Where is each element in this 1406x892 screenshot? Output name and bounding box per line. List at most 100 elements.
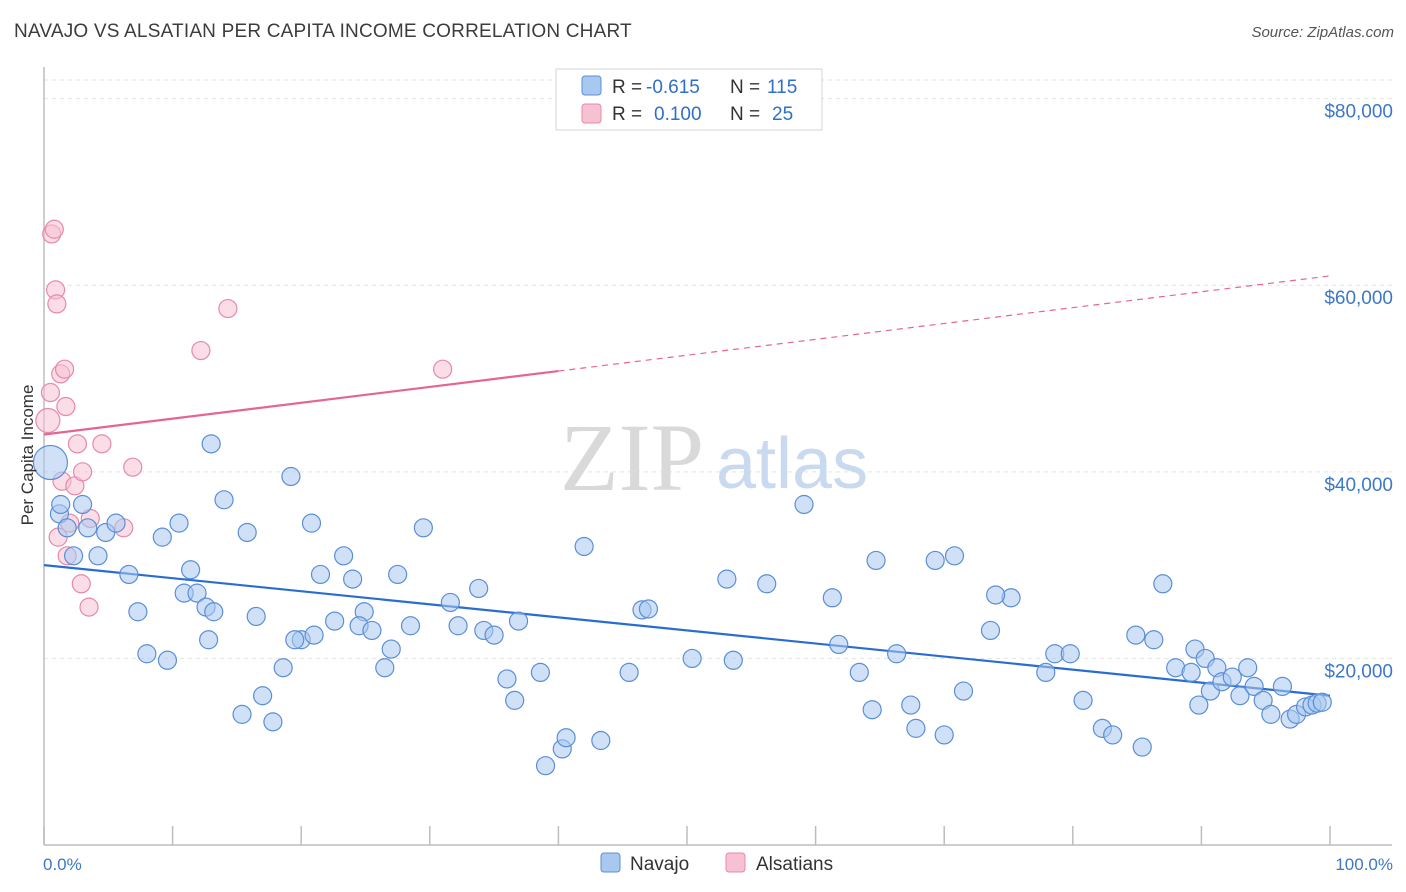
navajo-point — [88, 546, 108, 566]
navajo-point — [925, 550, 945, 571]
navajo-point — [187, 583, 207, 603]
navajo-point — [281, 466, 301, 487]
series-legend: Navajo Alsatians — [600, 852, 833, 875]
navajo-point — [204, 602, 224, 622]
navajo-point — [1126, 625, 1146, 645]
navajo-point — [246, 606, 266, 627]
navajo-point — [1181, 662, 1201, 683]
navajo-trend-line — [43, 564, 1331, 697]
navajo-point — [51, 494, 71, 515]
navajo-point — [757, 574, 777, 594]
navajo-point — [619, 662, 639, 683]
navajo-point — [530, 662, 550, 683]
navajo-point — [400, 616, 421, 636]
navajo-point — [263, 712, 283, 732]
alsatian-point — [79, 597, 99, 617]
navajo-point — [304, 625, 324, 645]
navajo-point — [1189, 695, 1209, 715]
navajo-point — [953, 681, 974, 701]
chart-title: NAVAJO VS ALSATIAN PER CAPITA INCOME COR… — [14, 21, 632, 42]
navajo-point — [505, 690, 525, 710]
navajo-point — [829, 634, 849, 655]
navajo-point — [1312, 692, 1332, 712]
navajo-point — [591, 730, 611, 751]
navajo-point — [682, 648, 702, 669]
alsatian-n-label: N = — [730, 104, 760, 125]
navajo-point — [273, 658, 293, 678]
navajo-point — [157, 650, 178, 670]
navajo-point — [1073, 690, 1093, 710]
alsatian-point — [72, 462, 93, 482]
navajo-point — [1238, 658, 1258, 678]
navajo-point — [469, 578, 489, 599]
y-tick-label: $60,000 — [1324, 288, 1393, 309]
navajo-point — [1272, 676, 1293, 697]
alsatian-legend-swatch-bottom — [725, 852, 746, 873]
navajo-point — [556, 728, 576, 748]
navajo-point — [381, 639, 401, 659]
navajo-point — [106, 513, 126, 533]
navajo-point — [866, 550, 886, 571]
watermark: ZIP atlas — [560, 404, 868, 511]
navajo-point — [1153, 574, 1173, 594]
alsatian-point — [35, 407, 61, 434]
navajo-point — [325, 611, 345, 631]
navajo-point — [887, 644, 907, 664]
y-tick-labels: $20,000 $40,000 $60,000 $80,000 — [1324, 102, 1393, 683]
navajo-point — [301, 513, 322, 533]
navajo-point — [214, 490, 234, 510]
y-axis-label: Per Capita Income — [18, 385, 37, 526]
watermark-atlas: atlas — [716, 424, 868, 504]
navajo-point — [343, 569, 363, 589]
navajo-legend-swatch-bottom — [600, 852, 621, 873]
navajo-point — [57, 518, 77, 538]
alsatian-point — [44, 219, 64, 239]
navajo-point — [199, 630, 219, 650]
navajo-point — [638, 599, 659, 619]
navajo-point — [574, 536, 594, 557]
navajo-n-value: 115 — [767, 77, 797, 98]
navajo-point — [201, 434, 221, 454]
navajo-point — [1132, 737, 1152, 757]
alsatian-point — [92, 434, 112, 454]
navajo-point — [334, 546, 354, 566]
navajo-point — [253, 686, 273, 706]
navajo-point — [362, 620, 382, 641]
y-tick-label: $40,000 — [1324, 475, 1393, 496]
navajo-point — [137, 644, 157, 664]
navajo-point — [448, 616, 468, 636]
navajo-point — [32, 444, 69, 481]
navajo-point — [980, 620, 1001, 641]
navajo-point — [78, 518, 98, 538]
navajo-point — [906, 718, 926, 738]
source-label: Source: ZipAtlas.com — [1251, 24, 1394, 41]
navajo-legend-swatch — [581, 75, 602, 96]
stats-legend: R = -0.615 N = 115 R = 0.100 N = 25 — [555, 68, 823, 131]
alsatian-point — [40, 382, 61, 403]
navajo-point — [794, 494, 814, 515]
navajo-point — [1261, 704, 1281, 724]
navajo-r-value: -0.615 — [646, 77, 700, 98]
navajo-point — [310, 564, 331, 585]
watermark-zip: ZIP — [560, 404, 704, 511]
navajo-point — [285, 630, 305, 650]
navajo-point — [1144, 630, 1164, 650]
alsatian-point — [67, 434, 88, 454]
alsatian-point — [47, 294, 67, 314]
navajo-point — [986, 585, 1006, 605]
navajo-r-label: R = — [612, 77, 642, 98]
navajo-point — [717, 569, 737, 589]
alsatian-r-label: R = — [612, 104, 642, 125]
y-tick-label: $20,000 — [1324, 661, 1393, 682]
alsatian-point — [218, 298, 238, 319]
alsatian-n-value: 25 — [772, 104, 793, 125]
navajo-point — [901, 695, 921, 715]
navajo-points — [32, 434, 1332, 776]
navajo-point — [484, 625, 504, 645]
navajo-point — [72, 494, 93, 515]
x-tick-label-end: 100.0% — [1335, 855, 1393, 874]
navajo-point — [388, 564, 408, 585]
navajo-point — [440, 592, 460, 613]
navajo-point — [1222, 667, 1242, 687]
